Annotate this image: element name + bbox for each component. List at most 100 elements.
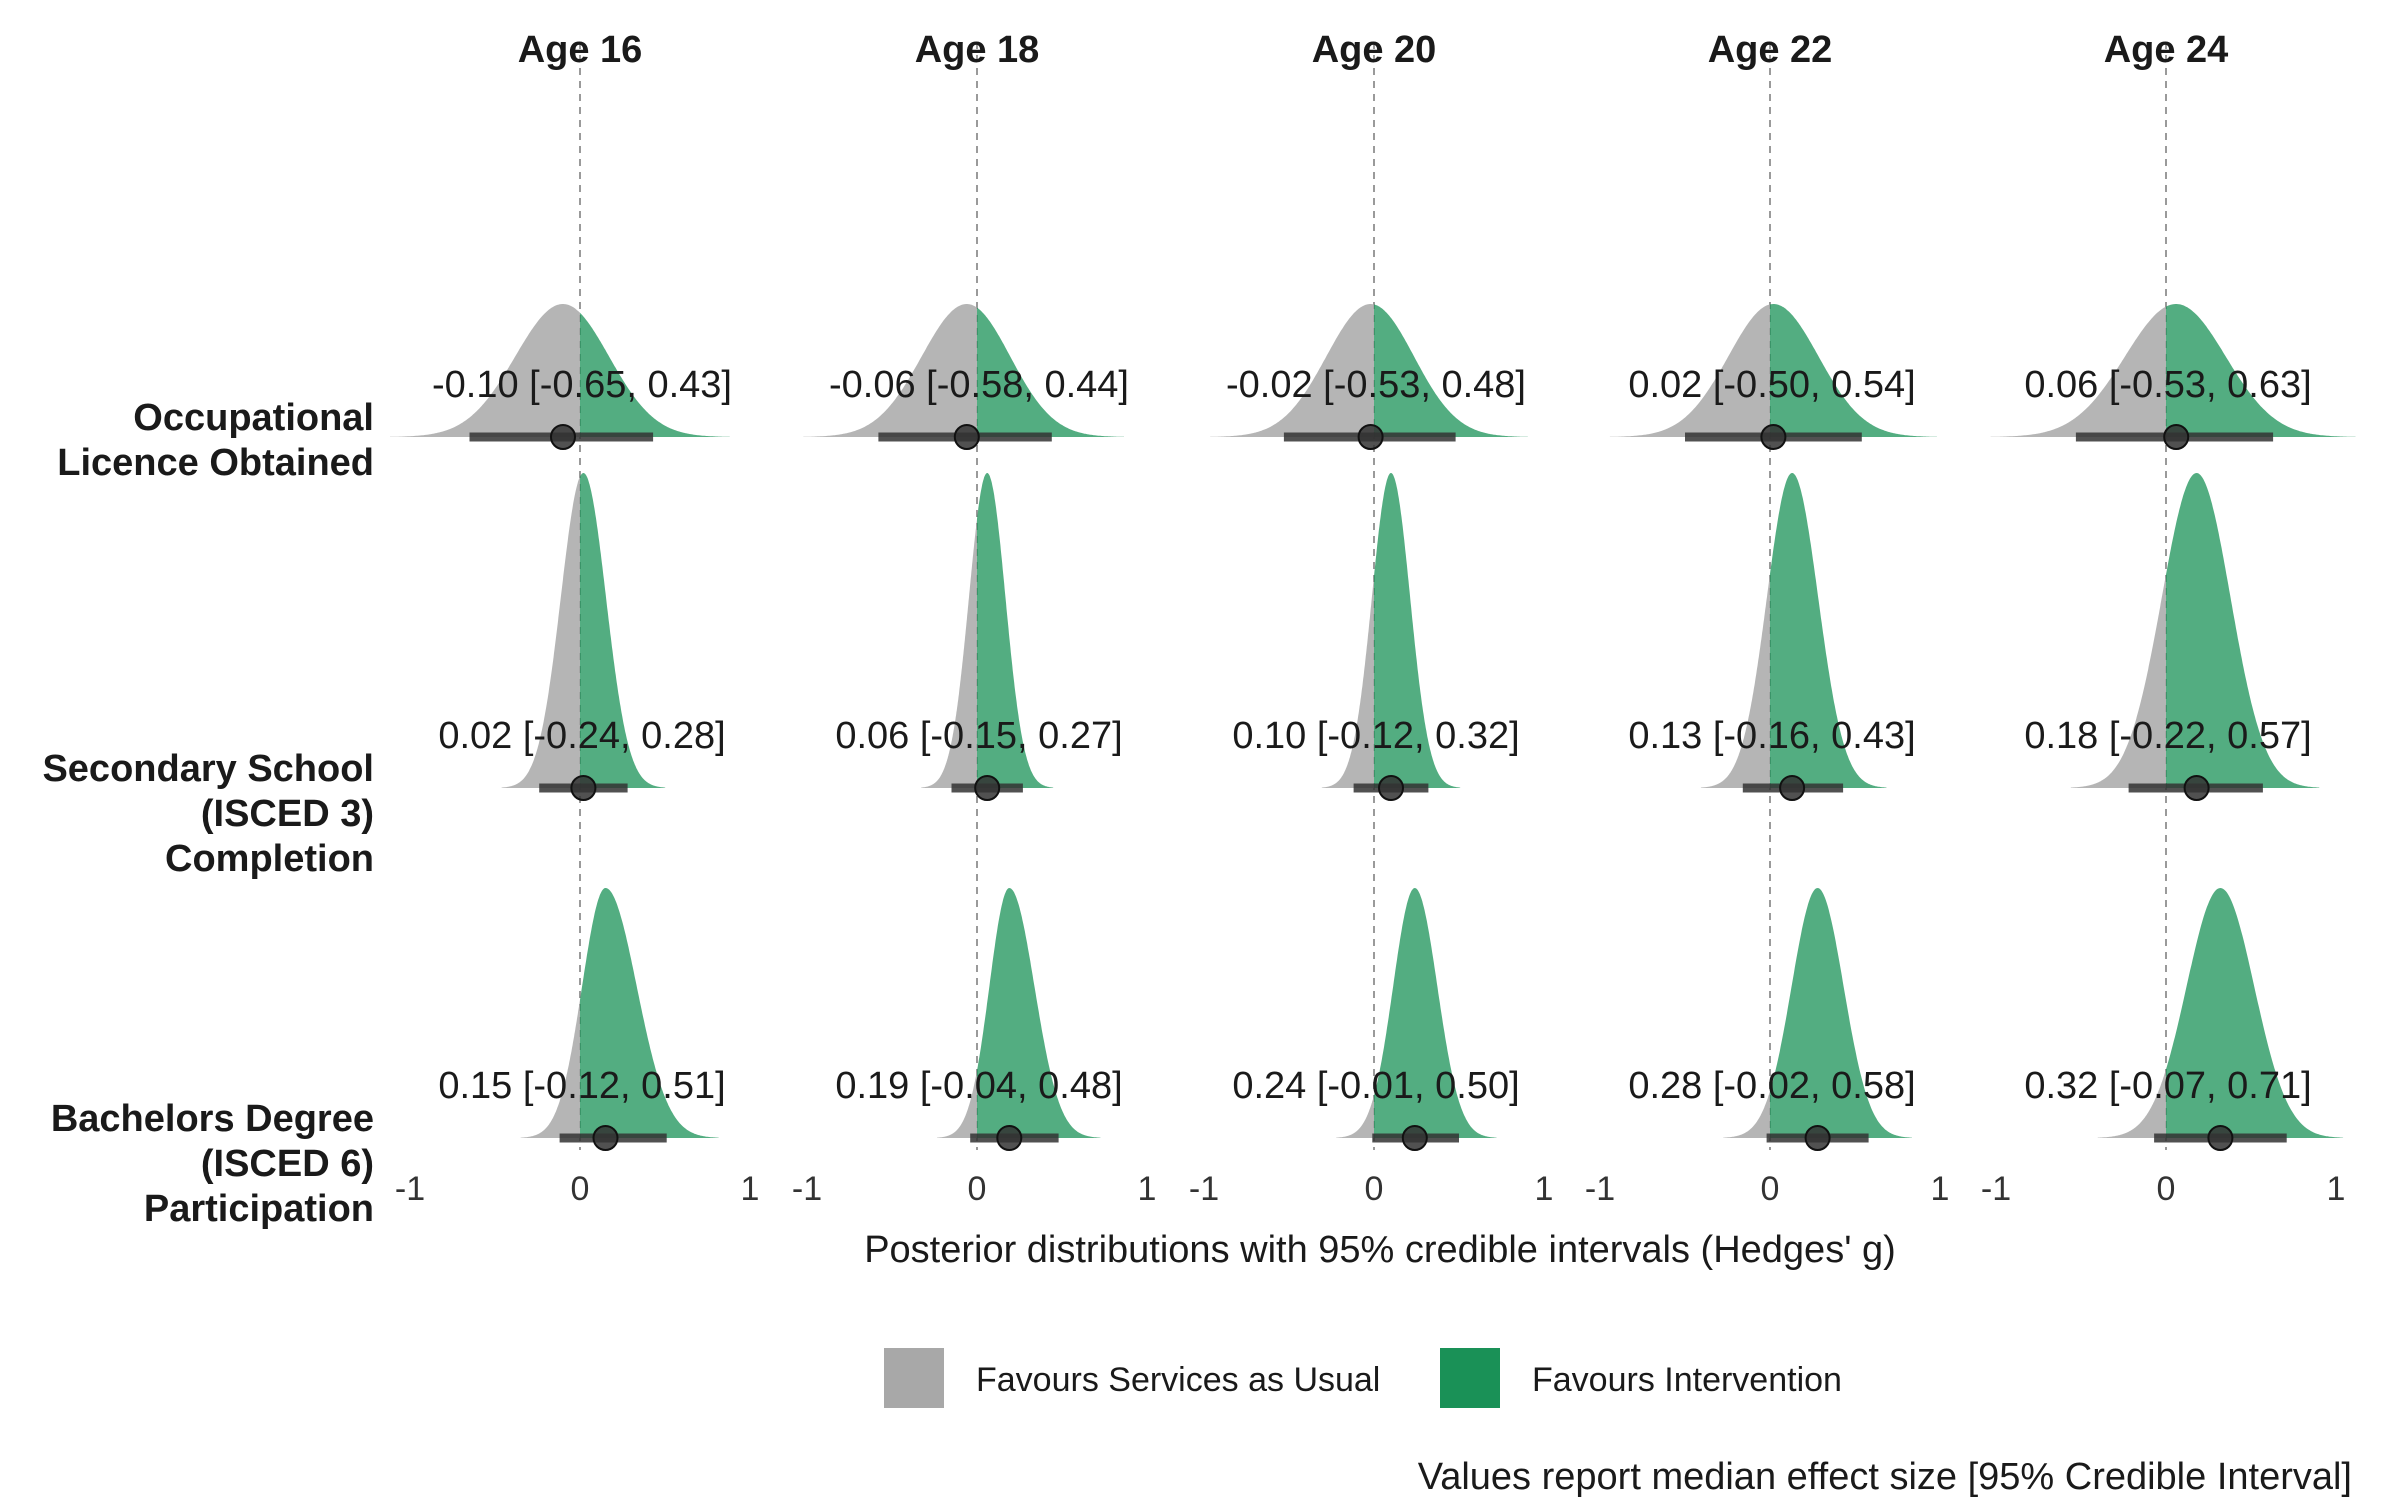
density-negative-r2-c5	[2070, 574, 2166, 788]
estimate-labels: -0.10 [-0.65, 0.43] -0.06 [-0.58, 0.44] -0…	[432, 364, 2312, 1107]
density-positive-r3-c4	[1770, 888, 1912, 1138]
x-tick-age-22-2: 0	[1761, 1170, 1780, 1208]
row-label-3-line-3: Participation	[144, 1188, 374, 1230]
median-point-r2-c5	[2183, 775, 2210, 801]
density-positive-r3-c1	[580, 888, 719, 1138]
estimate-label-r1-c1: -0.10 [-0.65, 0.43]	[432, 364, 732, 406]
legend-label-intervention: Favours Intervention	[1532, 1361, 1842, 1399]
x-tick-age-20-1: -1	[1189, 1170, 1219, 1208]
row-label-2-line-1: Secondary School	[42, 748, 374, 790]
row-label-1-line-2: Licence Obtained	[57, 442, 374, 484]
estimate-label-r3-c5: 0.32 [-0.07, 0.71]	[2024, 1065, 2311, 1107]
legend: Favours Services as Usual Favours Interv…	[884, 1348, 1842, 1408]
x-tick-age-24-2: 0	[2157, 1170, 2176, 1208]
density-negative-r2-c2	[921, 518, 977, 788]
chart-caption: Values report median effect size [95% Cr…	[1418, 1456, 2352, 1498]
x-tick-age-24-1: -1	[1981, 1170, 2011, 1208]
density-negative-r1-c3	[1210, 304, 1374, 437]
median-point-r1-c3	[1357, 424, 1384, 450]
density-negative-r3-c5	[2097, 1069, 2166, 1138]
estimate-label-r1-c4: 0.02 [-0.50, 0.54]	[1628, 364, 1915, 406]
median-point-r3-c2	[996, 1125, 1023, 1151]
median-point-r2-c2	[974, 775, 1001, 801]
median-point-r3-c4	[1804, 1125, 1831, 1151]
density-positive-r1-c4	[1770, 304, 1937, 437]
density-positive-r3-c5	[2166, 888, 2344, 1138]
row-label-2-line-2: (ISCED 3)	[201, 793, 374, 835]
density-negative-r3-c4	[1723, 1091, 1770, 1138]
density-positive-r2-c4	[1770, 473, 1887, 788]
estimate-label-r3-c3: 0.24 [-0.01, 0.50]	[1232, 1065, 1519, 1107]
median-point-r1-c4	[1760, 424, 1787, 450]
x-tick-age-22-3: 1	[1931, 1170, 1950, 1208]
density-negative-r1-c5	[1990, 306, 2166, 437]
estimate-label-r2-c4: 0.13 [-0.16, 0.43]	[1628, 715, 1915, 757]
estimate-label-r1-c3: -0.02 [-0.53, 0.48]	[1226, 364, 1526, 406]
density-positive-r2-c1	[580, 473, 666, 788]
density-negative-r1-c4	[1609, 304, 1770, 437]
facet-title-age-24: Age 24	[2104, 29, 2229, 71]
median-point-r3-c5	[2207, 1125, 2234, 1151]
x-axis-title: Posterior distributions with 95% credibl…	[864, 1229, 1896, 1271]
density-positive-r3-c2	[977, 888, 1101, 1138]
reference-lines	[579, 42, 2167, 1150]
row-label-2-line-3: Completion	[165, 838, 374, 880]
x-tick-labels: -1 0 1 -1 0 1 -1 0 1 -1 0 1 -1 0 1	[395, 1170, 2346, 1208]
median-point-r1-c1	[550, 424, 576, 450]
estimate-label-r2-c2: 0.06 [-0.15, 0.27]	[835, 715, 1122, 757]
density-negative-r3-c3	[1336, 1095, 1374, 1138]
density-negative-r1-c1	[390, 304, 580, 437]
density-positive-r1-c3	[1374, 304, 1528, 437]
row-label-3-line-1: Bachelors Degree	[51, 1098, 374, 1140]
legend-swatch-intervention	[1440, 1348, 1500, 1408]
density-negative-r3-c1	[520, 999, 580, 1138]
row-label-1-line-1: Occupational	[133, 397, 374, 439]
density-positive-r1-c2	[977, 307, 1124, 437]
estimate-label-r3-c2: 0.19 [-0.04, 0.48]	[835, 1065, 1122, 1107]
legend-swatch-services-as-usual	[884, 1348, 944, 1408]
x-tick-age-16-1: -1	[395, 1170, 425, 1208]
x-tick-age-18-2: 0	[968, 1170, 987, 1208]
density-negative-r3-c2	[937, 1070, 977, 1138]
estimate-label-r2-c1: 0.02 [-0.24, 0.28]	[438, 715, 725, 757]
median-point-r3-c3	[1401, 1125, 1428, 1151]
estimate-label-r2-c3: 0.10 [-0.12, 0.32]	[1232, 715, 1519, 757]
density-positive-r2-c2	[977, 473, 1054, 788]
density-negative-r2-c1	[501, 476, 580, 788]
density-negative-r1-c2	[803, 304, 977, 437]
estimate-label-r1-c2: -0.06 [-0.58, 0.44]	[829, 364, 1129, 406]
facet-title-age-18: Age 18	[915, 29, 1040, 71]
x-tick-age-16-3: 1	[741, 1170, 760, 1208]
x-tick-age-16-2: 0	[571, 1170, 590, 1208]
facet-title-age-16: Age 16	[518, 29, 643, 71]
estimate-label-r1-c5: 0.06 [-0.53, 0.63]	[2024, 364, 2311, 406]
density-positive-r1-c5	[2166, 304, 2356, 437]
x-tick-age-18-3: 1	[1138, 1170, 1157, 1208]
x-tick-age-22-1: -1	[1585, 1170, 1615, 1208]
row-label-3-line-2: (ISCED 6)	[201, 1143, 374, 1185]
density-negative-r2-c3	[1321, 576, 1374, 788]
density-positive-r1-c1	[580, 312, 730, 437]
density-positive-r2-c3	[1374, 473, 1461, 788]
median-point-r2-c4	[1779, 775, 1806, 801]
density-curves	[390, 304, 2356, 1138]
x-tick-age-18-1: -1	[792, 1170, 822, 1208]
facet-titles: Age 16 Age 18 Age 20 Age 22 Age 24	[518, 29, 2229, 71]
estimate-label-r2-c5: 0.18 [-0.22, 0.57]	[2024, 715, 2311, 757]
estimate-label-r3-c1: 0.15 [-0.12, 0.51]	[438, 1065, 725, 1107]
x-tick-age-24-3: 1	[2327, 1170, 2346, 1208]
facet-title-age-22: Age 22	[1708, 29, 1833, 71]
density-negative-r2-c4	[1700, 573, 1770, 788]
median-point-r3-c1	[592, 1125, 619, 1151]
median-point-r2-c3	[1378, 775, 1404, 801]
x-tick-age-20-3: 1	[1535, 1170, 1554, 1208]
median-point-r1-c2	[953, 424, 980, 450]
median-point-r2-c1	[570, 775, 597, 801]
credible-intervals	[469, 424, 2287, 1151]
estimate-label-r3-c4: 0.28 [-0.02, 0.58]	[1628, 1065, 1915, 1107]
median-point-r1-c5	[2163, 424, 2190, 450]
legend-label-services-as-usual: Favours Services as Usual	[976, 1361, 1380, 1399]
x-tick-age-20-2: 0	[1365, 1170, 1384, 1208]
